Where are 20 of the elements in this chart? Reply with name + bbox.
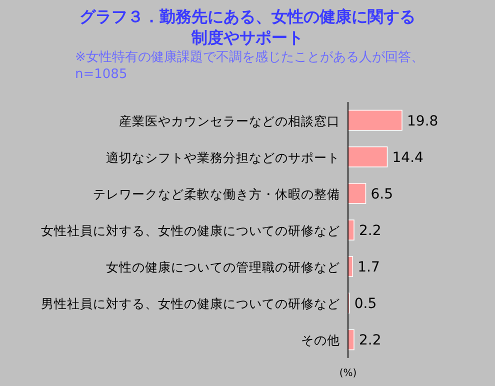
y-tick-label: その他: [301, 332, 340, 348]
data-label: 6.5: [370, 186, 393, 202]
y-tick-label: 男性社員に対する、女性の健康についての研修など: [41, 296, 340, 312]
y-tick-label: 女性の健康についての管理職の研修など: [106, 260, 340, 275]
data-label: 19.8: [407, 113, 438, 130]
bar: [348, 146, 388, 168]
bar: [348, 182, 366, 204]
data-label: 14.4: [392, 150, 424, 166]
chart-subtitle: ※女性特有の健康課題で不調を感じたことがある人が回答、n=1085: [75, 49, 425, 83]
y-tick-label: 適切なシフトや業務分担などのサポート: [106, 150, 340, 165]
y-tick-label: 女性社員に対する、女性の健康についての研修など: [41, 223, 340, 238]
bar: [348, 110, 402, 131]
y-tick-label: 産業医やカウンセラーなどの相談窓口: [119, 113, 340, 128]
chart-title: グラフ３．勤務先にある、女性の健康に関する制度やサポート: [78, 6, 416, 48]
data-label: 2.2: [359, 223, 382, 239]
data-label: 2.2: [359, 332, 382, 349]
data-label: 1.7: [358, 260, 380, 276]
x-axis-title: (%): [339, 368, 357, 379]
data-label: 0.5: [354, 296, 377, 312]
y-tick-label: テレワークなど柔軟な働き方・休暇の整備: [93, 186, 340, 202]
